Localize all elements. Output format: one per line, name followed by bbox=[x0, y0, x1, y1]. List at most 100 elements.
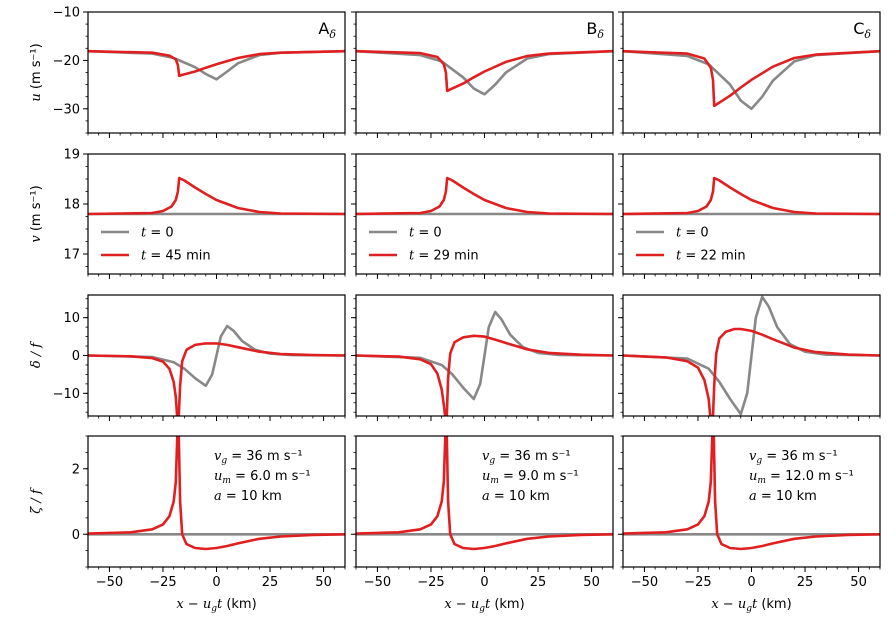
y-tick-label: −30 bbox=[53, 102, 80, 117]
y-axis-title: δ / f bbox=[29, 341, 44, 368]
curves bbox=[623, 49, 880, 111]
series-line-initial bbox=[356, 49, 613, 96]
axes-frame bbox=[87, 11, 346, 134]
x-tick-label: −25 bbox=[684, 575, 711, 590]
x-tick-label: −25 bbox=[149, 575, 176, 590]
x-tick-label: 50 bbox=[315, 575, 332, 590]
panel-0-2: Cδ bbox=[618, 11, 881, 138]
panel-1-1: t = 0 t = 29 min bbox=[351, 153, 614, 279]
legend-label: t = 0 bbox=[141, 226, 174, 241]
x-tick-label: 25 bbox=[530, 575, 547, 590]
axes-frame bbox=[355, 11, 614, 134]
y-axis-label-v: v (m s⁻¹) bbox=[29, 185, 44, 242]
panel-2-0: −10 0 10 bbox=[53, 294, 346, 421]
x-tick-label: 25 bbox=[797, 575, 814, 590]
series-line-final bbox=[356, 176, 613, 216]
axes-frame bbox=[87, 153, 346, 275]
axes-frame bbox=[622, 294, 881, 417]
legend-label: t = 29 min bbox=[409, 249, 479, 264]
y-axis-label-vort: ζ / f bbox=[29, 487, 44, 514]
series-line-final bbox=[88, 49, 345, 78]
x-tick-label: 0 bbox=[747, 575, 755, 590]
y-axis-label-div: δ / f bbox=[29, 341, 44, 368]
axes-frame bbox=[622, 153, 881, 275]
panel-3-1: −50 −25 0 25 50 vg = 36 m s⁻¹ um = 9.0 m s⁻¹ a … bbox=[351, 435, 614, 590]
curves bbox=[623, 176, 880, 216]
curves bbox=[88, 324, 345, 416]
annotation-line: a = 10 km bbox=[214, 489, 282, 504]
curves bbox=[356, 176, 613, 216]
panel-label: Bδ bbox=[586, 19, 604, 41]
y-tick-label: −20 bbox=[53, 54, 80, 69]
x-tick-label: 0 bbox=[480, 575, 488, 590]
annotation-line: um = 12.0 m s⁻¹ bbox=[749, 469, 854, 486]
legend: t = 0 t = 29 min bbox=[369, 226, 479, 264]
y-tick-label: 19 bbox=[63, 148, 80, 163]
axes-frame bbox=[87, 294, 346, 417]
curves bbox=[88, 49, 345, 81]
x-tick-label: 0 bbox=[212, 575, 220, 590]
x-tick-label: 25 bbox=[262, 575, 279, 590]
annotation-line: a = 10 km bbox=[749, 489, 817, 504]
y-tick-label: 0 bbox=[72, 349, 80, 364]
annotation-line: vg = 36 m s⁻¹ bbox=[214, 449, 303, 466]
x-axis-label: x − ugt (km) bbox=[711, 597, 791, 614]
panel-3-0: 0 2 −50 −25 0 25 50 vg = 36 m s⁻¹ um = 6.0 m s⁻¹… bbox=[72, 435, 346, 590]
x-tick-label: −50 bbox=[364, 575, 391, 590]
y-axis-label-u: u (m s⁻¹) bbox=[29, 43, 44, 101]
curves bbox=[356, 310, 613, 416]
series-line-final bbox=[623, 176, 880, 216]
y-axis-title: v (m s⁻¹) bbox=[29, 185, 44, 242]
panel-1-0: 17 18 19 t = 0 t = 45 min bbox=[63, 148, 346, 279]
axes-frame bbox=[622, 11, 881, 134]
panel-label: Cδ bbox=[853, 19, 871, 41]
panel-2-2 bbox=[618, 294, 881, 421]
y-axis-title: ζ / f bbox=[29, 487, 44, 514]
x-tick-label: −50 bbox=[96, 575, 123, 590]
parameter-annotation: vg = 36 m s⁻¹ um = 12.0 m s⁻¹ a = 10 km bbox=[749, 449, 854, 504]
curves bbox=[88, 176, 345, 216]
annotation-line: um = 9.0 m s⁻¹ bbox=[482, 469, 579, 486]
x-tick-label: −50 bbox=[631, 575, 658, 590]
y-axis-title: u (m s⁻¹) bbox=[29, 43, 44, 101]
panel-1-2: t = 0 t = 22 min bbox=[618, 153, 881, 279]
legend-label: t = 45 min bbox=[141, 249, 211, 264]
x-axis-label: x − ugt (km) bbox=[176, 597, 256, 614]
parameter-annotation: vg = 36 m s⁻¹ um = 6.0 m s⁻¹ a = 10 km bbox=[214, 449, 311, 504]
annotation-line: vg = 36 m s⁻¹ bbox=[749, 449, 838, 466]
annotation-line: vg = 36 m s⁻¹ bbox=[482, 449, 571, 466]
legend-label: t = 0 bbox=[409, 226, 442, 241]
y-tick-label: −10 bbox=[53, 387, 80, 402]
panel-2-1 bbox=[351, 294, 614, 421]
x-tick-label: 50 bbox=[850, 575, 867, 590]
x-tick-label: −25 bbox=[417, 575, 444, 590]
series-line-final bbox=[356, 436, 613, 551]
legend: t = 0 t = 22 min bbox=[636, 226, 746, 264]
y-tick-label: 2 bbox=[72, 462, 80, 477]
panel-0-1: Bδ bbox=[351, 11, 614, 138]
x-axis-label: x − ugt (km) bbox=[444, 597, 524, 614]
axes-frame bbox=[355, 435, 614, 568]
series-line-final bbox=[88, 176, 345, 216]
annotation-line: um = 6.0 m s⁻¹ bbox=[214, 469, 311, 486]
legend-label: t = 0 bbox=[676, 226, 709, 241]
curves bbox=[88, 436, 345, 551]
annotation-line: a = 10 km bbox=[482, 489, 550, 504]
series-line-final bbox=[623, 327, 880, 416]
curves bbox=[356, 49, 613, 96]
curves bbox=[623, 436, 880, 551]
y-tick-label: −10 bbox=[53, 6, 80, 21]
panel-0-0: −30 −20 −10 Aδ bbox=[53, 6, 346, 138]
series-line-initial bbox=[623, 295, 880, 416]
curves bbox=[623, 295, 880, 416]
curves bbox=[356, 436, 613, 551]
series-line-final bbox=[356, 49, 613, 93]
series-line-final bbox=[623, 49, 880, 108]
x-tick-label: 50 bbox=[583, 575, 600, 590]
y-tick-label: 17 bbox=[63, 248, 80, 263]
series-line-initial bbox=[623, 49, 880, 111]
parameter-annotation: vg = 36 m s⁻¹ um = 9.0 m s⁻¹ a = 10 km bbox=[482, 449, 579, 504]
series-line-final bbox=[88, 436, 345, 551]
y-tick-label: 10 bbox=[63, 311, 80, 326]
